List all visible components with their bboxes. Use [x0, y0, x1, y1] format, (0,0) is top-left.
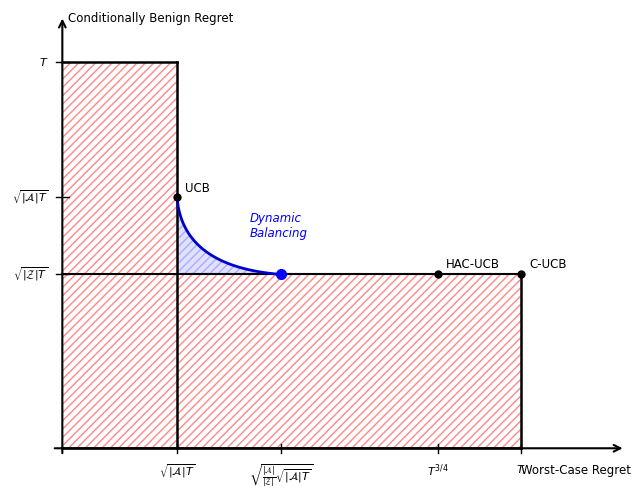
- Bar: [62, 62, 177, 448]
- Text: Dynamic
Balancing: Dynamic Balancing: [250, 212, 308, 240]
- Text: $T$: $T$: [39, 56, 48, 68]
- Text: $\sqrt{|\mathcal{Z}|T}$: $\sqrt{|\mathcal{Z}|T}$: [13, 265, 48, 283]
- Text: C-UCB: C-UCB: [529, 257, 566, 270]
- Text: UCB: UCB: [185, 182, 210, 195]
- Text: $\sqrt{|\mathcal{A}|T}$: $\sqrt{|\mathcal{A}|T}$: [159, 463, 195, 480]
- Text: $T^{3/4}$: $T^{3/4}$: [427, 463, 449, 479]
- Text: HAC-UCB: HAC-UCB: [445, 257, 500, 270]
- Text: $T$: $T$: [516, 463, 526, 475]
- Text: $\sqrt{\frac{|\mathcal{A}|}{|\mathcal{Z}|}\sqrt{|\mathcal{A}|T}}$: $\sqrt{\frac{|\mathcal{A}|}{|\mathcal{Z}…: [249, 463, 314, 489]
- Text: Worst-Case Regret: Worst-Case Regret: [520, 464, 630, 477]
- Bar: [177, 274, 521, 448]
- Polygon shape: [177, 197, 282, 274]
- Text: Conditionally Benign Regret: Conditionally Benign Regret: [68, 12, 233, 25]
- Text: $\sqrt{|\mathcal{A}|T}$: $\sqrt{|\mathcal{A}|T}$: [12, 188, 48, 206]
